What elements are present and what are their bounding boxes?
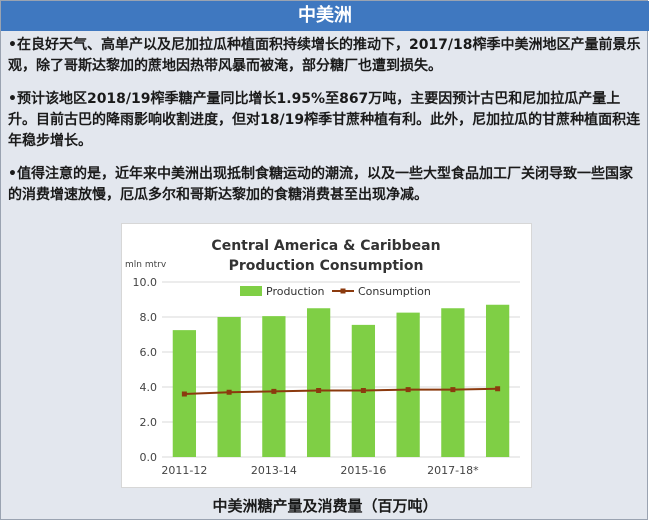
y-tick-label: 2.0: [140, 416, 158, 429]
chart-title-line-1: Central America & Caribbean: [211, 238, 440, 254]
legend-label-consumption: Consumption: [358, 285, 431, 298]
consumption-point: [316, 388, 322, 393]
production-consumption-chart: Central America & Caribbean Production C…: [125, 238, 520, 477]
x-tick-label: 2011-12: [161, 464, 207, 477]
y-tick-label: 8.0: [140, 311, 158, 324]
x-tick-label: 2015-16: [340, 464, 386, 477]
consumption-point: [360, 388, 366, 393]
x-tick-label: 2017-18*: [427, 464, 479, 477]
bullet-list: •在良好天气、高单产以及尼加拉瓜种植面积持续增长的推动下，2017/18榨季中美…: [8, 35, 644, 218]
y-axis-label: mln mtrv: [125, 260, 167, 270]
x-tick-label: 2013-14: [251, 464, 297, 477]
consumption-point: [450, 387, 456, 393]
chart-title-line-2: Production Consumption: [229, 258, 424, 274]
y-tick-label: 10.0: [133, 276, 158, 289]
production-bar: [396, 312, 420, 457]
consumption-point: [181, 391, 187, 397]
production-bar: [262, 316, 286, 457]
chart-legend: Production Consumption: [240, 285, 431, 298]
chart-card: Central America & Caribbean Production C…: [121, 223, 532, 488]
y-tick-label: 0.0: [140, 451, 158, 464]
legend-swatch-production: [240, 286, 262, 296]
consumption-point: [271, 388, 277, 394]
production-bar: [306, 308, 331, 457]
bullet-point-1: •在良好天气、高单产以及尼加拉瓜种植面积持续增长的推动下，2017/18榨季中美…: [8, 37, 641, 74]
page-title: 中美洲: [1, 1, 649, 31]
consumption-point: [495, 386, 501, 392]
chart-caption: 中美洲糖产量及消费量（百万吨）: [212, 497, 438, 515]
production-bar: [217, 317, 241, 457]
consumption-line: [184, 387, 498, 395]
bullet-point-3: •值得注意的是，近年来中美洲出现抵制食糖运动的潮流，以及一些大型食品加工厂关闭导…: [8, 166, 633, 203]
production-bar: [441, 308, 465, 457]
legend-label-production: Production: [266, 285, 325, 298]
bullet-point-2: •预计该地区2018/19榨季糖产量同比增长1.95%至867万吨，主要因预计古…: [8, 91, 641, 149]
production-bar: [485, 304, 510, 457]
y-tick-label: 6.0: [140, 346, 158, 359]
consumption-point: [226, 389, 232, 395]
y-tick-label: 4.0: [140, 381, 158, 394]
consumption-point: [405, 387, 411, 393]
legend-marker-consumption: [340, 288, 346, 294]
